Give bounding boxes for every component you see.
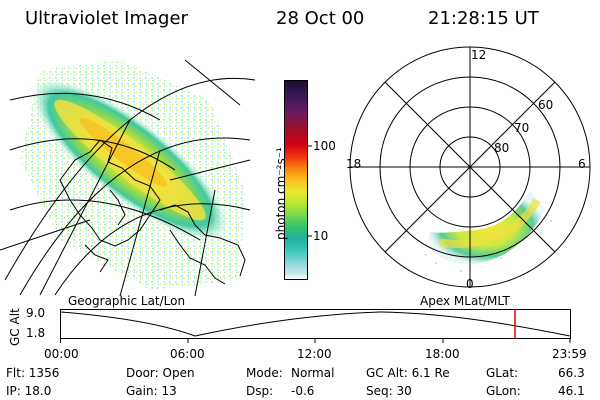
date-label: 28 Oct 00: [276, 8, 365, 29]
altitude-ytick-9: 9.0: [26, 306, 46, 320]
flight-number: Flt: 1356: [6, 366, 60, 380]
time-tick-1800: 18:00: [425, 347, 460, 361]
time-tick-0600: 06:00: [170, 347, 205, 361]
dsp-label: Dsp:: [246, 384, 274, 398]
glon-value: 46.1: [558, 384, 585, 398]
dsp-value: -0.6: [291, 384, 315, 398]
glon-label: GLon:: [486, 384, 521, 398]
sequence: Seq: 30: [366, 384, 412, 398]
lat-label-70: 70: [514, 121, 530, 135]
mlt-label-6: 6: [578, 157, 586, 171]
lat-label-80: 80: [494, 141, 510, 155]
altitude-ytick-1.8: 1.8: [26, 326, 46, 340]
gain-value: Gain: 13: [126, 384, 177, 398]
mode-label: Mode:: [246, 366, 283, 380]
ip-value: IP: 18.0: [6, 384, 52, 398]
mlt-label-12: 12: [471, 48, 487, 62]
geographic-image: [0, 59, 256, 296]
polar-mlat-mlt-plot: [349, 46, 591, 288]
mlt-label-18: 18: [346, 157, 362, 171]
colorbar: [284, 80, 312, 280]
time-label: 21:28:15 UT: [428, 8, 539, 29]
altitude-ylabel: GC Alt: [8, 308, 22, 346]
altitude-plot: [60, 309, 571, 343]
time-tick-2359: 23:59: [552, 347, 587, 361]
glat-label: GLat:: [486, 366, 519, 380]
time-tick-1200: 12:00: [297, 347, 332, 361]
lat-label-60: 60: [538, 98, 554, 112]
colorbar-tick-100: 100: [313, 139, 336, 153]
right-panel-caption: Apex MLat/MLT: [420, 294, 510, 308]
colorbar-unit-label: photon cm⁻²s⁻¹: [274, 147, 288, 240]
mlt-label-0: 0: [466, 277, 474, 291]
gc-altitude: GC Alt: 6.1 Re: [366, 366, 450, 380]
time-tick-0000: 00:00: [44, 347, 79, 361]
colorbar-tick-10: 10: [313, 229, 329, 243]
mode-value: Normal: [291, 366, 335, 380]
left-panel-caption: Geographic Lat/Lon: [68, 294, 186, 308]
instrument-title: Ultraviolet Imager: [25, 8, 188, 29]
glat-value: 66.3: [558, 366, 585, 380]
door-status: Door: Open: [126, 366, 195, 380]
